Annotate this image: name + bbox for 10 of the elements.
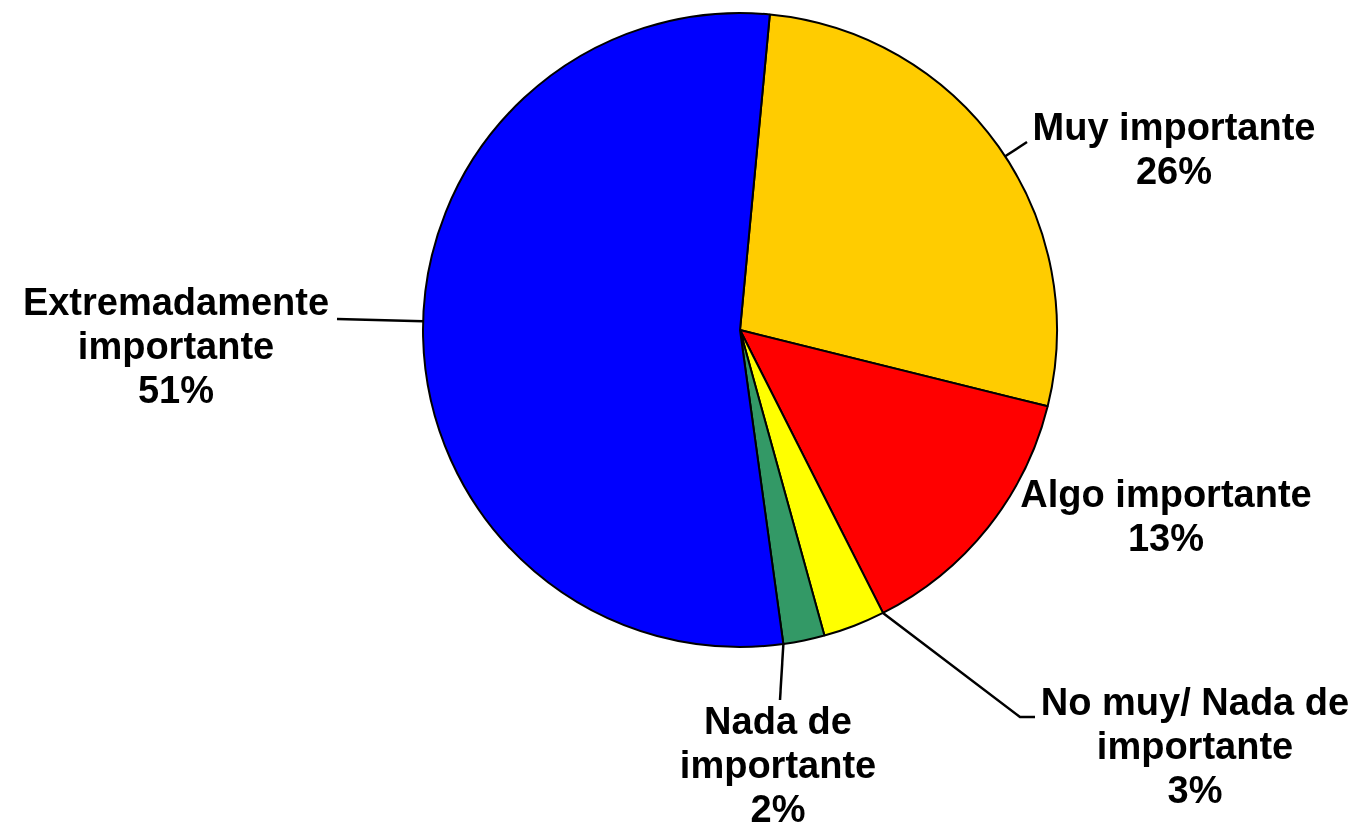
slice-label: Extremadamente importante: [22, 281, 330, 368]
data-label: 2%: [750, 788, 806, 829]
data-label: 3%: [1167, 769, 1223, 812]
data-label: 51%: [137, 369, 215, 412]
data-label: 13%: [1127, 517, 1205, 560]
slice-label: Muy importante: [1032, 106, 1316, 149]
slice-label: Algo importante: [1020, 473, 1312, 516]
slice-label: No muy/ Nada de importante: [1040, 681, 1350, 768]
slice-label: Nada de importante: [679, 700, 877, 787]
data-label: 26%: [1135, 150, 1213, 193]
